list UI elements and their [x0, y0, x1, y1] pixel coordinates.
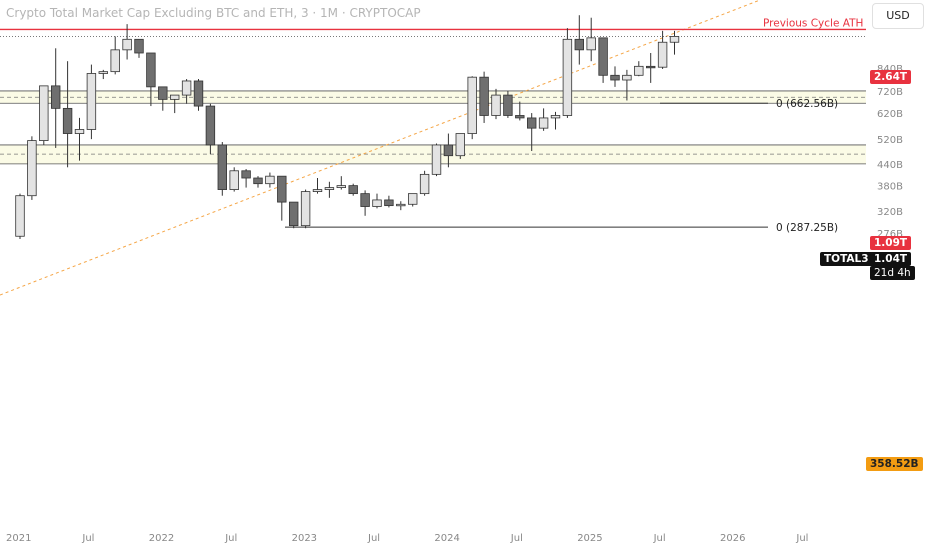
y-axis-tick: 320B: [877, 207, 903, 218]
candle-body: [324, 187, 335, 190]
y-axis-tick: 720B: [877, 87, 903, 98]
fib-level-label: 0 (287.25B): [776, 222, 838, 234]
candle-body: [622, 74, 632, 81]
candle-body: [527, 117, 537, 129]
x-axis-tick: Jul: [224, 533, 237, 544]
candle-body: [74, 129, 85, 134]
candle-body: [669, 36, 680, 43]
x-axis-tick: Jul: [795, 533, 808, 544]
candle-body: [455, 133, 466, 157]
candle-body: [646, 65, 656, 69]
x-axis-tick: Jul: [367, 533, 380, 544]
support-zone: [0, 90, 866, 104]
candle-body: [62, 107, 73, 134]
candle-body: [443, 144, 454, 157]
chart-title: Crypto Total Market Cap Excluding BTC an…: [6, 6, 421, 20]
candle-body: [134, 38, 144, 54]
candle-body: [265, 175, 275, 185]
symbol-badge: TOTAL3: [820, 252, 873, 266]
candle-body: [86, 73, 97, 130]
trend-line: [0, 0, 761, 296]
y-axis-tick: 380B: [877, 182, 903, 193]
x-axis-tick: 2022: [149, 533, 174, 544]
candle-body: [39, 85, 49, 141]
candle-body: [384, 199, 394, 207]
candle-body: [51, 85, 61, 109]
y-axis-tick: 620B: [877, 109, 903, 120]
candle-body: [122, 38, 132, 51]
x-axis-tick: 2023: [292, 533, 317, 544]
candle-body: [229, 170, 239, 190]
candle-body: [27, 140, 37, 197]
candle-body: [562, 38, 573, 116]
candle-body: [300, 191, 311, 227]
previous-ath-label: Previous Cycle ATH: [763, 17, 863, 29]
previous-ath-badge: 1.09T: [870, 236, 912, 250]
candle-body: [360, 193, 370, 207]
candle-body: [15, 195, 25, 237]
candle-body: [491, 94, 501, 116]
candle-body: [110, 49, 120, 73]
y-axis-tick: 276B: [877, 229, 903, 240]
x-axis-tick: 2021: [6, 533, 31, 544]
candle-body: [193, 80, 204, 107]
candle-body: [241, 170, 251, 179]
candle-body: [169, 94, 180, 100]
candle-body: [598, 37, 608, 76]
candle-body: [181, 80, 192, 96]
y-axis-tick: 520B: [877, 135, 903, 146]
candle-body: [396, 203, 406, 207]
candle-body: [479, 76, 489, 116]
target-price-badge: 2.64T: [870, 70, 912, 84]
candle-body: [277, 175, 287, 203]
x-axis-tick: 2025: [577, 533, 602, 544]
y-axis-tick: 440B: [877, 160, 903, 171]
x-axis-tick: Jul: [81, 533, 94, 544]
candle-body: [217, 144, 228, 190]
candle-body: [336, 185, 347, 188]
candle-body: [98, 71, 109, 74]
currency-button[interactable]: USD: [872, 3, 924, 29]
candle-body: [503, 94, 513, 116]
candle-body: [372, 199, 382, 207]
fib-level-label: 0 (662.56B): [776, 98, 838, 110]
candle-body: [312, 189, 323, 192]
candle-body: [253, 177, 263, 185]
candle-body: [407, 193, 418, 205]
candle-body: [634, 65, 644, 76]
candle-body: [657, 41, 668, 68]
x-axis-tick: 2024: [434, 533, 459, 544]
candle-body: [550, 115, 561, 119]
candle-countdown-badge: 21d 4h: [870, 266, 915, 280]
last-price-badge: 1.04T: [870, 252, 912, 266]
candle-body: [586, 37, 596, 51]
candle-body: [288, 201, 299, 227]
candle-body: [610, 74, 620, 81]
low-marker-badge: 358.52B: [866, 457, 923, 471]
candle-body: [467, 76, 477, 134]
candle-body: [538, 117, 549, 129]
candle-body: [419, 173, 430, 195]
candle-body: [574, 38, 585, 51]
candle-body: [146, 52, 156, 88]
y-axis-tick: 840B: [877, 64, 903, 75]
candle-body: [431, 144, 442, 175]
candle-body: [515, 115, 525, 119]
x-axis-tick: Jul: [653, 533, 666, 544]
x-axis-tick: Jul: [510, 533, 523, 544]
candle-body: [205, 105, 216, 146]
x-axis-tick: 2026: [720, 533, 745, 544]
candle-body: [348, 185, 358, 195]
candle-body: [158, 86, 168, 100]
